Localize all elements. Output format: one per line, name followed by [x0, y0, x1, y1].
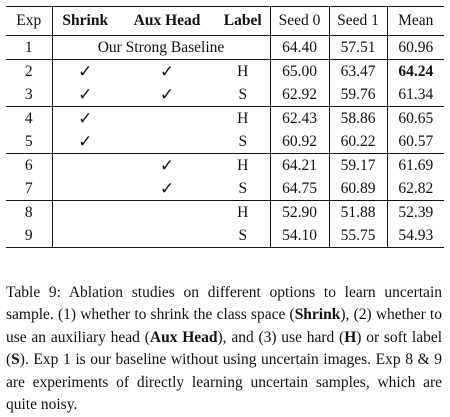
cell-seed-0: 65.00: [269, 59, 329, 83]
cell-label: H: [216, 59, 270, 83]
check-icon: ✓: [118, 153, 216, 177]
check-icon: ✓: [51, 59, 118, 83]
cell-mean: 52.39: [386, 200, 444, 224]
cell-seed-0: 64.40: [269, 35, 329, 60]
cell-label: S: [216, 224, 270, 248]
cell-seed-0: 64.21: [269, 153, 329, 177]
cell-seed-0: 60.92: [269, 130, 329, 154]
cell-label: S: [238, 86, 248, 103]
table-row: 2 ✓ ✓ H 65.00 63.47 64.24: [6, 59, 444, 83]
caption-text: ). Exp 1 is our baseline without using u…: [6, 351, 442, 413]
cell-exp: 6: [6, 153, 52, 177]
cell-seed-1: 59.76: [328, 83, 387, 107]
cell-seed-1: 57.51: [328, 35, 387, 60]
cell-label: S: [238, 180, 248, 197]
ablation-table: Exp Shrink Aux Head Label Seed 0 Seed 1 …: [6, 6, 444, 248]
caption-bold-hard: H: [344, 328, 357, 346]
table-header-row: Exp Shrink Aux Head Label Seed 0 Seed 1 …: [6, 6, 444, 36]
table-row: 9 S 54.10 55.75 54.93: [6, 224, 444, 248]
cell-shrink: [51, 177, 118, 201]
cell-seed-1: 60.22: [328, 130, 387, 154]
cell-label: H: [216, 200, 270, 224]
cell-mean: 62.82: [386, 177, 444, 201]
caption-bold-soft: S: [11, 351, 20, 368]
header-exp: Exp: [6, 6, 52, 36]
header-mean: Mean: [386, 6, 444, 36]
table-row: 7 ✓ S 64.75 60.89 62.82: [6, 177, 444, 201]
caption-text: ) or soft label (: [6, 328, 443, 369]
check-icon: ✓: [51, 83, 118, 107]
header-shrink: Shrink: [51, 6, 118, 36]
header-seed-0: Seed 0: [269, 6, 329, 36]
table-row: 4 ✓ H 62.43 58.86 60.65: [6, 106, 444, 130]
cell-seed-0: 62.92: [269, 83, 329, 107]
cell-aux: [118, 130, 216, 154]
cell-aux: [118, 224, 216, 248]
cell-mean-best: 64.24: [386, 59, 444, 83]
header-label: Label: [216, 6, 270, 36]
cell-mean: 61.69: [386, 153, 444, 177]
cell-seed-0: 54.10: [269, 224, 329, 248]
table-row: 3 ✓ ✓ S 62.92 59.76 61.34: [6, 83, 444, 107]
check-icon: ✓: [159, 85, 175, 104]
cell-exp: 2: [6, 59, 52, 83]
table-row: 8 H 52.90 51.88 52.39: [6, 200, 444, 224]
cell-label: S: [238, 133, 248, 150]
caption-bold-aux-head: Aux Head: [149, 328, 218, 346]
cell-exp: 8: [6, 200, 52, 224]
cell-mean: 60.65: [386, 106, 444, 130]
caption-text: ), (2) whether to use an auxiliary head …: [6, 306, 442, 346]
cell-mean: 60.57: [386, 130, 444, 154]
cell-shrink: [51, 224, 118, 248]
header-aux-head: Aux Head: [118, 6, 216, 36]
cell-seed-0: 62.43: [269, 106, 329, 130]
ablation-table-container: Exp Shrink Aux Head Label Seed 0 Seed 1 …: [6, 6, 444, 248]
cell-seed-0: 64.75: [269, 177, 329, 201]
cell-aux: [118, 106, 216, 130]
caption-text: Table 9: Ablation studies on different o…: [6, 283, 442, 324]
cell-seed-1: 60.89: [328, 177, 387, 201]
table-row: 5 ✓ S 60.92 60.22 60.57: [6, 130, 444, 154]
header-seed-1: Seed 1: [328, 6, 387, 36]
check-icon: ✓: [159, 179, 175, 198]
check-icon: ✓: [118, 59, 216, 83]
cell-exp: 1: [6, 35, 52, 60]
cell-mean: 61.34: [386, 83, 444, 107]
caption-text: ), and (3) use hard (: [217, 328, 345, 346]
check-icon: ✓: [51, 130, 118, 154]
cell-aux: [118, 200, 216, 224]
cell-seed-1: 55.75: [328, 224, 387, 248]
cell-mean: 54.93: [386, 224, 444, 248]
cell-seed-1: 59.17: [328, 153, 387, 177]
check-icon: ✓: [51, 106, 118, 130]
cell-exp: 9: [6, 224, 52, 248]
cell-shrink: [51, 153, 118, 177]
cell-mean: 60.96: [386, 35, 444, 60]
table-row: 1 Our Strong Baseline 64.40 57.51 60.96: [6, 35, 444, 60]
cell-label: H: [216, 153, 270, 177]
cell-exp: 7: [24, 180, 33, 197]
cell-seed-0: 52.90: [269, 200, 329, 224]
cell-baseline-label: Our Strong Baseline: [51, 35, 270, 60]
cell-exp: 4: [6, 106, 52, 130]
cell-shrink: [51, 200, 118, 224]
caption-bold-shrink: Shrink: [294, 306, 341, 323]
table-caption: Table 9: Ablation studies on different o…: [6, 282, 442, 417]
cell-seed-1: 58.86: [328, 106, 387, 130]
cell-label: H: [216, 106, 270, 130]
cell-seed-1: 63.47: [328, 59, 387, 83]
cell-seed-1: 51.88: [328, 200, 387, 224]
table-row: 6 ✓ H 64.21 59.17 61.69: [6, 153, 444, 177]
cell-exp: 3: [24, 86, 33, 103]
cell-exp: 5: [24, 133, 33, 150]
